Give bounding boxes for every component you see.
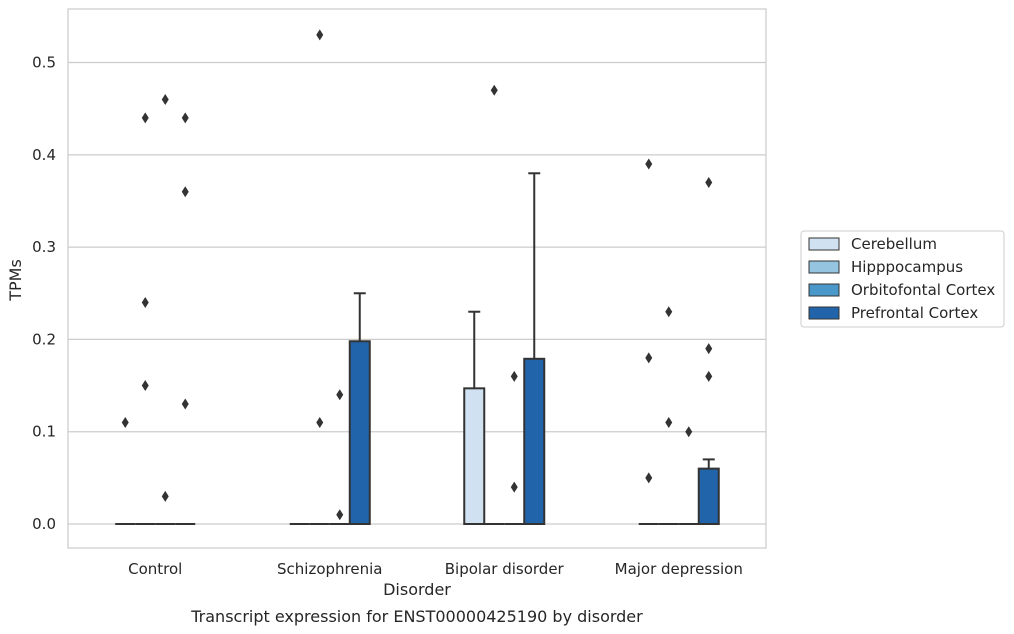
outlier-point bbox=[316, 416, 324, 428]
outlier-point bbox=[141, 380, 149, 392]
legend-label: Orbitofontal Cortex bbox=[851, 281, 995, 299]
outlier-point bbox=[181, 186, 189, 198]
legend-label: Prefrontal Cortex bbox=[851, 304, 978, 322]
x-axis-title: Disorder bbox=[383, 580, 451, 599]
outlier-points bbox=[121, 29, 713, 521]
outlier-point bbox=[510, 481, 518, 493]
outlier-point bbox=[181, 112, 189, 124]
outlier-point bbox=[490, 84, 498, 96]
bars bbox=[115, 340, 720, 526]
outlier-point bbox=[645, 472, 653, 484]
legend-swatch bbox=[808, 237, 840, 251]
outlier-point bbox=[685, 426, 693, 438]
outlier-point bbox=[161, 490, 169, 502]
legend-swatch bbox=[808, 306, 840, 320]
grid-lines bbox=[68, 61, 766, 525]
legend-swatch bbox=[808, 260, 840, 274]
outlier-point bbox=[665, 416, 673, 428]
legend-swatch bbox=[808, 283, 840, 297]
bar bbox=[697, 467, 720, 526]
outlier-point bbox=[121, 416, 129, 428]
outlier-point bbox=[181, 398, 189, 410]
x-tick-label: Control bbox=[128, 560, 182, 578]
legend-frame bbox=[800, 230, 1005, 328]
outlier-point bbox=[705, 343, 713, 355]
legend: Cerebellum Hipppocampus Orbitofontal Corte… bbox=[800, 230, 1005, 328]
legend-label: Cerebellum bbox=[851, 235, 937, 253]
error-bars bbox=[353, 172, 715, 469]
outlier-point bbox=[510, 370, 518, 382]
x-axis-ticks: Control Schizophrenia Bipolar disorder Majo… bbox=[128, 560, 743, 578]
y-tick-label: 0.4 bbox=[32, 146, 56, 164]
outlier-point bbox=[665, 306, 673, 318]
outlier-point bbox=[141, 296, 149, 308]
x-tick-label: Bipolar disorder bbox=[445, 560, 565, 578]
bar bbox=[348, 340, 371, 526]
legend-label: Hipppocampus bbox=[851, 258, 963, 276]
x-tick-label: Schizophrenia bbox=[277, 560, 382, 578]
y-axis-ticks: 0.0 0.1 0.2 0.3 0.4 0.5 bbox=[32, 54, 56, 533]
x-tick-label: Major depression bbox=[615, 560, 743, 578]
chart-caption: Transcript expression for ENST0000042519… bbox=[190, 607, 643, 626]
y-tick-label: 0.2 bbox=[32, 330, 56, 348]
outlier-point bbox=[336, 509, 344, 521]
y-tick-label: 0.3 bbox=[32, 238, 56, 256]
outlier-point bbox=[161, 93, 169, 105]
outlier-point bbox=[705, 177, 713, 189]
y-tick-label: 0.1 bbox=[32, 423, 56, 441]
y-axis-title: TPMs bbox=[6, 259, 25, 302]
outlier-point bbox=[141, 112, 149, 124]
outlier-point bbox=[645, 352, 653, 364]
outlier-point bbox=[316, 29, 324, 41]
outlier-point bbox=[645, 158, 653, 170]
outlier-point bbox=[705, 370, 713, 382]
y-tick-label: 0.5 bbox=[32, 54, 56, 72]
outlier-point bbox=[336, 389, 344, 401]
bar bbox=[463, 387, 486, 526]
bar bbox=[523, 357, 546, 526]
y-tick-label: 0.0 bbox=[32, 515, 56, 533]
plot-frame bbox=[67, 8, 767, 549]
